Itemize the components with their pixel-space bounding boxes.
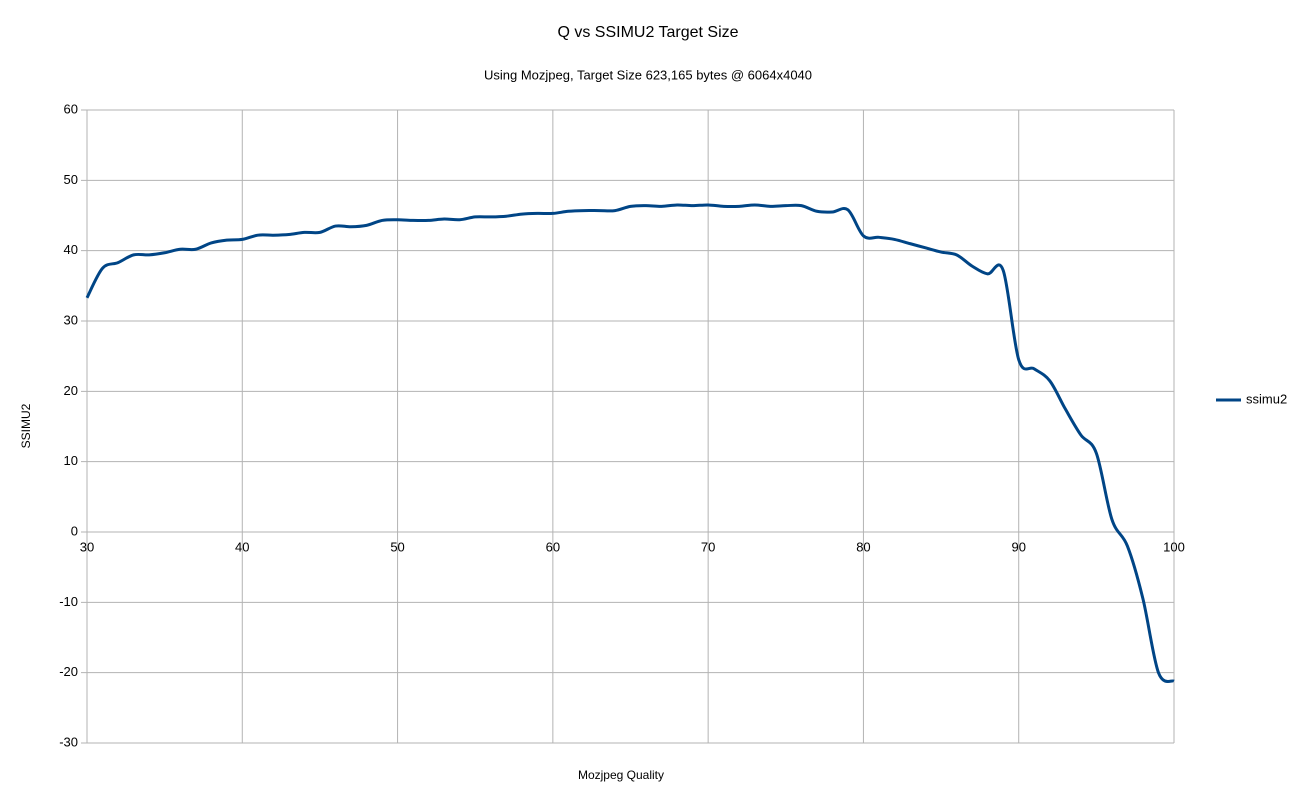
x-tick-label: 100: [1163, 539, 1185, 554]
y-tick-label: 40: [64, 242, 78, 257]
x-tick-label: 60: [546, 539, 560, 554]
data-line: [85, 203, 1175, 684]
y-tick-label: -30: [59, 734, 78, 749]
x-tick-label: 40: [235, 539, 249, 554]
x-tick-label: 70: [701, 539, 715, 554]
x-tick-label: 50: [390, 539, 404, 554]
legend-label: ssimu2: [1246, 391, 1287, 406]
y-axis-title: SSIMU2: [19, 403, 33, 448]
y-tick-label: 60: [64, 101, 78, 116]
y-tick-label: 10: [64, 453, 78, 468]
y-tick-label: 20: [64, 383, 78, 398]
x-tick-label: 80: [856, 539, 870, 554]
x-tick-label: 30: [80, 539, 94, 554]
x-tick-label: 90: [1011, 539, 1025, 554]
chart-subtitle: Using Mozjpeg, Target Size 623,165 bytes…: [484, 67, 812, 82]
y-tick-label: -10: [59, 594, 78, 609]
y-tick-label: -20: [59, 664, 78, 679]
y-tick-label: 50: [64, 172, 78, 187]
chart-title: Q vs SSIMU2 Target Size: [557, 24, 738, 41]
y-tick-label: 30: [64, 312, 78, 327]
y-tick-label: 0: [71, 523, 78, 538]
x-axis-title: Mozjpeg Quality: [578, 768, 664, 782]
